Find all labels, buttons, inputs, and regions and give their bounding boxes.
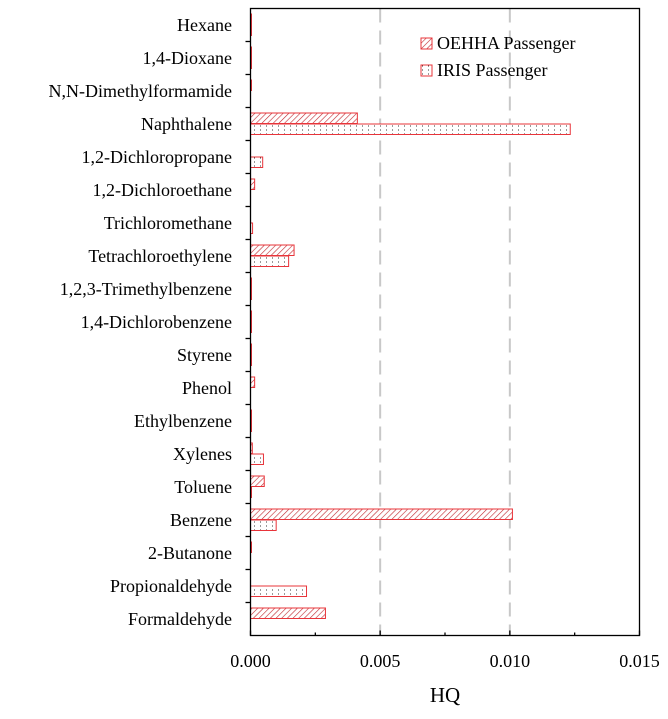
legend-swatch-hatch bbox=[420, 37, 433, 50]
x-tick-label: 0.005 bbox=[360, 651, 401, 671]
category-label: Ethylbenzene bbox=[134, 411, 232, 431]
category-label: Naphthalene bbox=[141, 114, 232, 134]
category-label: 2-Butanone bbox=[148, 543, 232, 563]
y-axis: Hexane 1,4-Dioxane N,N-Dimethylformamide Na… bbox=[49, 15, 251, 629]
bar-oehha bbox=[250, 244, 295, 256]
category-label: N,N-Dimethylformamide bbox=[49, 81, 232, 101]
legend: OEHHA Passenger IRIS Passenger bbox=[420, 33, 575, 80]
category-label: 1,2-Dichloropropane bbox=[82, 147, 232, 167]
category-label: Hexane bbox=[177, 15, 232, 35]
legend-label: IRIS Passenger bbox=[437, 60, 548, 80]
category-label: 1,2,3-Trimethylbenzene bbox=[60, 279, 232, 299]
bars bbox=[250, 13, 571, 619]
bar-oehha bbox=[250, 607, 326, 619]
bar-iris bbox=[250, 585, 308, 597]
category-label: Tetrachloroethylene bbox=[88, 246, 232, 266]
category-label: Xylenes bbox=[173, 444, 232, 464]
category-label: Propionaldehyde bbox=[110, 576, 232, 596]
bar-iris bbox=[250, 255, 290, 267]
bar-iris bbox=[250, 519, 277, 531]
category-label: Styrene bbox=[177, 345, 232, 365]
x-tick-label: 0.010 bbox=[490, 651, 531, 671]
x-axis: 0.000 0.005 0.010 0.015 bbox=[230, 630, 660, 671]
category-label: Formaldehyde bbox=[128, 609, 232, 629]
category-label: Toluene bbox=[174, 477, 232, 497]
bar-oehha bbox=[250, 112, 358, 124]
bar-oehha bbox=[250, 508, 513, 520]
category-label: Trichloromethane bbox=[104, 213, 232, 233]
category-label: 1,4-Dioxane bbox=[143, 48, 232, 68]
bar-oehha bbox=[250, 475, 265, 487]
bar-iris bbox=[250, 453, 264, 465]
x-axis-label: HQ bbox=[430, 683, 460, 707]
x-tick-label: 0.015 bbox=[619, 651, 660, 671]
category-label: 1,2-Dichloroethane bbox=[93, 180, 232, 200]
bar-iris bbox=[250, 123, 571, 135]
category-label: 1,4-Dichlorobenzene bbox=[81, 312, 232, 332]
category-label: Benzene bbox=[170, 510, 232, 530]
bar-iris bbox=[250, 156, 264, 168]
legend-label: OEHHA Passenger bbox=[437, 33, 575, 53]
grid-lines bbox=[379, 8, 511, 636]
x-tick-label: 0.000 bbox=[230, 651, 271, 671]
plot-frame bbox=[249, 7, 641, 637]
category-label: Phenol bbox=[182, 378, 232, 398]
legend-swatch-dots bbox=[420, 64, 433, 77]
